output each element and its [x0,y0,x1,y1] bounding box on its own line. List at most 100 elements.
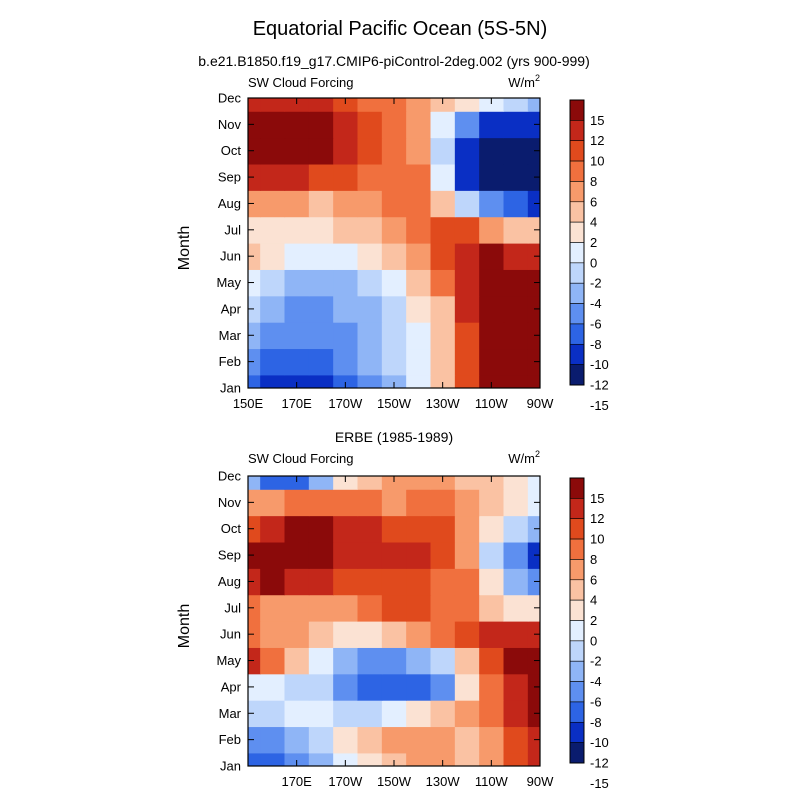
heatmap-cell [479,322,505,350]
heatmap-cell [260,673,286,701]
heatmap-cell [308,700,334,728]
heatmap-cell [454,163,480,191]
heatmap-cell [406,515,432,543]
colorbar-label: 15 [590,491,604,506]
colorbar-label: -2 [590,654,602,669]
heatmap-cell [527,98,540,112]
heatmap-cell [503,673,529,701]
heatmap-cell [527,700,540,728]
heatmap-cell [381,295,407,323]
heatmap-cell [406,489,432,517]
colorbar-box [569,559,585,581]
heatmap-cell [406,647,432,675]
heatmap-cell [333,673,359,701]
heatmap-cell [284,700,310,728]
heatmap-cell [406,111,432,139]
colorbar-box [569,579,585,601]
colorbar-label: -8 [590,715,602,730]
ytick-label: Jan [220,381,241,396]
heatmap-cell [357,647,383,675]
colorbar-label: 12 [590,133,604,148]
heatmap-cell [454,269,480,297]
heatmap-cell [527,594,540,622]
heatmap-cell [479,163,505,191]
heatmap-cell [308,216,334,244]
colorbar-label: 2 [590,235,597,250]
heatmap-cell [430,163,456,191]
colorbar-box [569,364,585,386]
heatmap-cell [357,726,383,754]
colorbar-box [569,160,585,182]
erbe-panel: ERBE (1985-1989)SW Cloud Forcing W/m2JanF… [176,429,609,791]
heatmap-cell [381,752,407,766]
heatmap-cell [430,700,456,728]
colorbar-box [569,282,585,304]
units-text: W/m [508,451,535,466]
colorbar-label: 10 [590,154,604,169]
heatmap-cell [381,190,407,218]
heatmap-cell [503,295,529,323]
heatmap-cell [527,111,540,139]
heatmap-cell [357,111,383,139]
colorbar-label: -15 [590,776,609,791]
xtick-label: 150W [377,396,412,411]
ytick-label: Mar [219,328,242,343]
heatmap-cell [284,489,310,517]
heatmap-cell [308,673,334,701]
heatmap-cell [381,621,407,648]
heatmap-cell [333,568,359,596]
heatmap-cell [503,374,529,388]
heatmap-cell [503,190,529,218]
colorbar-box [569,181,585,203]
heatmap-cell [406,594,432,622]
colorbar-box [569,99,585,121]
heatmap-cell [527,374,540,388]
colorbar-box [569,343,585,365]
xtick-label: 170E [281,774,312,789]
heatmap-cell [381,374,407,388]
colorbar-box [569,303,585,325]
heatmap-cell [260,269,286,297]
panel-left-label: SW Cloud Forcing [248,451,353,466]
heatmap-cell [503,594,529,622]
heatmap-cell [503,726,529,754]
colorbar-frame [569,99,585,386]
heatmap-cell [527,348,540,376]
heatmap-cell [406,476,432,490]
heatmap-cell [381,243,407,270]
heatmap-cell [381,568,407,596]
heatmap-cell [454,489,480,517]
heatmap-cell [454,568,480,596]
heatmap-cell [284,295,310,323]
heatmap-cell [454,752,480,766]
heatmap-cell [284,374,310,388]
heatmap-cell [284,541,310,569]
heatmap-cell [260,594,286,622]
heatmap-cell [308,137,334,165]
heatmap-cell [308,568,334,596]
xtick-label: 130W [426,774,461,789]
heatmap-cell [430,489,456,517]
heatmap-cell [308,476,334,490]
heatmap-cell [381,700,407,728]
ytick-label: Apr [221,301,242,316]
heatmap-cell [248,348,261,376]
ytick-label: Apr [221,679,242,694]
heatmap-cell [357,216,383,244]
colorbar-box [569,721,585,743]
heatmap-cell [260,489,286,517]
heatmap-cell [454,216,480,244]
heatmap-cell [333,269,359,297]
heatmap-cell [503,541,529,569]
colorbar-box [569,742,585,764]
colorbar-box [569,201,585,223]
heatmap-cell [357,295,383,323]
heatmap-cell [284,647,310,675]
heatmap-cell [430,295,456,323]
ytick-label: Nov [218,117,242,132]
heatmap-cell [357,98,383,112]
heatmap-cell [479,476,505,490]
heatmap-cell [527,216,540,244]
heatmap-cell [406,621,432,648]
units-text: W/m [508,75,535,90]
